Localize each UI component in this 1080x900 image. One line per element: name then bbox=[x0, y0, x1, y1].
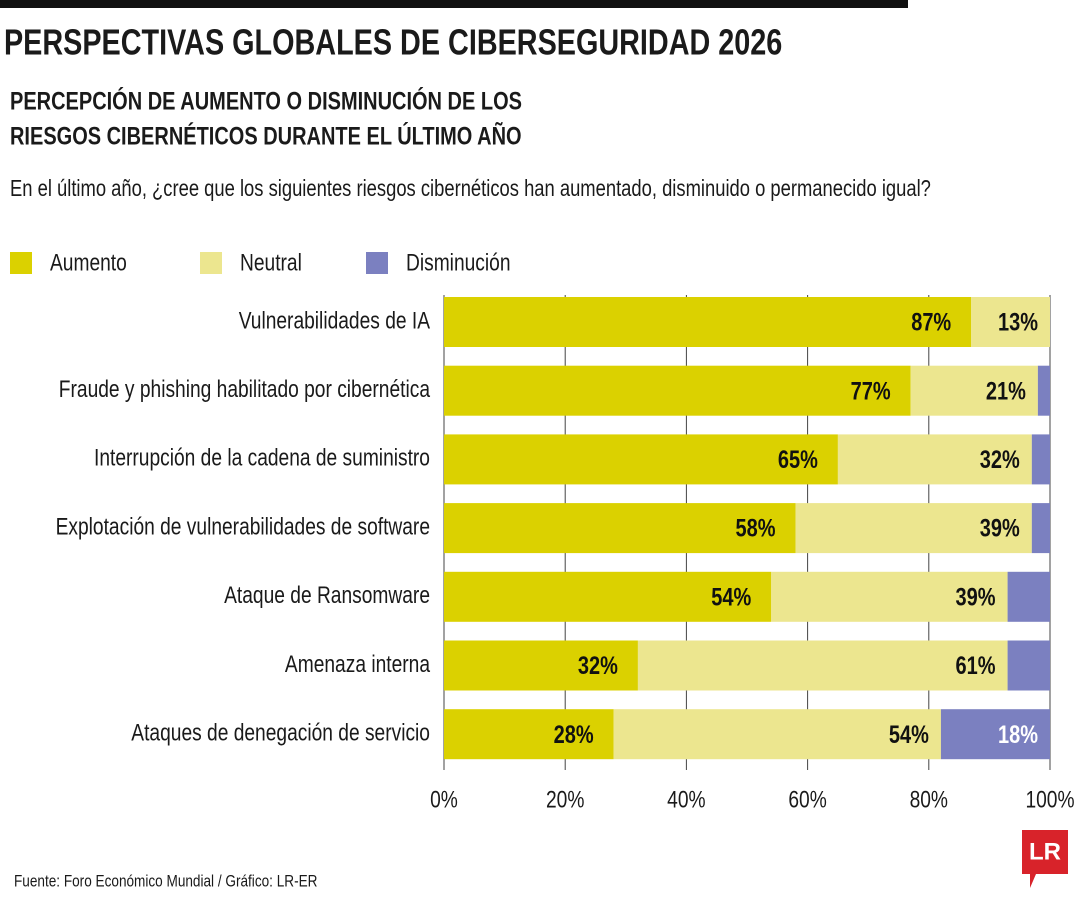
bar-segment bbox=[940, 709, 1050, 760]
x-tick-label: 80% bbox=[910, 785, 948, 813]
chart-subtitle: PERCEPCIÓN DE AUMENTO O DISMINUCIÓN DE L… bbox=[10, 88, 522, 116]
x-tick-label: 20% bbox=[546, 785, 584, 813]
top-rule bbox=[0, 0, 908, 8]
bar-segment bbox=[1007, 640, 1050, 691]
question: En el último año, ¿cree que los siguient… bbox=[10, 176, 931, 201]
source: Fuente: Foro Económico Mundial / Gráfico… bbox=[14, 872, 317, 891]
value-label: 39% bbox=[980, 515, 1020, 543]
x-tick-label: 0% bbox=[430, 785, 458, 813]
legend-swatch bbox=[10, 252, 32, 274]
value-label: 54% bbox=[889, 721, 929, 749]
value-label: 21% bbox=[986, 377, 1026, 405]
legend-label: Disminución bbox=[406, 248, 511, 276]
category-label: Interrupción de la cadena de suministro bbox=[94, 444, 430, 472]
bar-segment bbox=[613, 709, 941, 760]
x-tick-label: 40% bbox=[667, 785, 705, 813]
x-tick-label: 60% bbox=[788, 785, 826, 813]
category-label: Fraude y phishing habilitado por ciberné… bbox=[59, 375, 431, 403]
legend-swatch bbox=[366, 252, 388, 274]
bar-segment bbox=[1037, 365, 1050, 416]
category-label: Ataque de Ransomware bbox=[224, 581, 430, 609]
bar-segment bbox=[1007, 571, 1050, 622]
bar-segment bbox=[971, 297, 1050, 347]
value-label: 65% bbox=[778, 446, 818, 474]
bar-segment bbox=[444, 434, 838, 485]
legend-label: Aumento bbox=[50, 248, 127, 276]
bar-segment bbox=[795, 503, 1032, 554]
category-label: Explotación de vulnerabilidades de softw… bbox=[56, 512, 430, 540]
legend-label: Neutral bbox=[240, 248, 302, 276]
category-label: Amenaza interna bbox=[285, 650, 431, 678]
bar-segment bbox=[837, 434, 1032, 485]
bar-segment bbox=[1031, 503, 1050, 554]
value-label: 58% bbox=[735, 515, 775, 543]
logo-text: LR bbox=[1029, 838, 1061, 865]
bar-segment bbox=[444, 571, 772, 622]
x-tick-label: 100% bbox=[1025, 785, 1074, 813]
bar-segment bbox=[444, 297, 972, 347]
bar-segment bbox=[637, 640, 1008, 691]
value-label: 18% bbox=[998, 721, 1038, 749]
chart-subtitle: RIESGOS CIBERNÉTICOS DURANTE EL ÚLTIMO A… bbox=[10, 123, 522, 151]
category-label: Vulnerabilidades de IA bbox=[239, 306, 431, 334]
bar-segment bbox=[444, 503, 796, 554]
bar-segment bbox=[910, 365, 1038, 416]
bar-segment bbox=[771, 571, 1008, 622]
value-label: 61% bbox=[956, 652, 996, 680]
bar-segment bbox=[444, 640, 638, 691]
value-label: 54% bbox=[711, 583, 751, 611]
value-label: 39% bbox=[956, 583, 996, 611]
chart-title: PERSPECTIVAS GLOBALES DE CIBERSEGURIDAD … bbox=[4, 21, 782, 62]
legend-swatch bbox=[200, 252, 222, 274]
value-label: 32% bbox=[980, 446, 1020, 474]
category-label: Ataques de denegación de servicio bbox=[131, 718, 430, 746]
value-label: 77% bbox=[851, 377, 891, 405]
bar-segment bbox=[444, 709, 614, 760]
value-label: 28% bbox=[554, 721, 594, 749]
value-label: 87% bbox=[911, 309, 951, 337]
logo-badge bbox=[1022, 830, 1068, 888]
value-label: 13% bbox=[998, 309, 1038, 337]
bar-segment bbox=[1031, 434, 1050, 485]
bar-segment bbox=[444, 365, 911, 416]
value-label: 32% bbox=[578, 652, 618, 680]
